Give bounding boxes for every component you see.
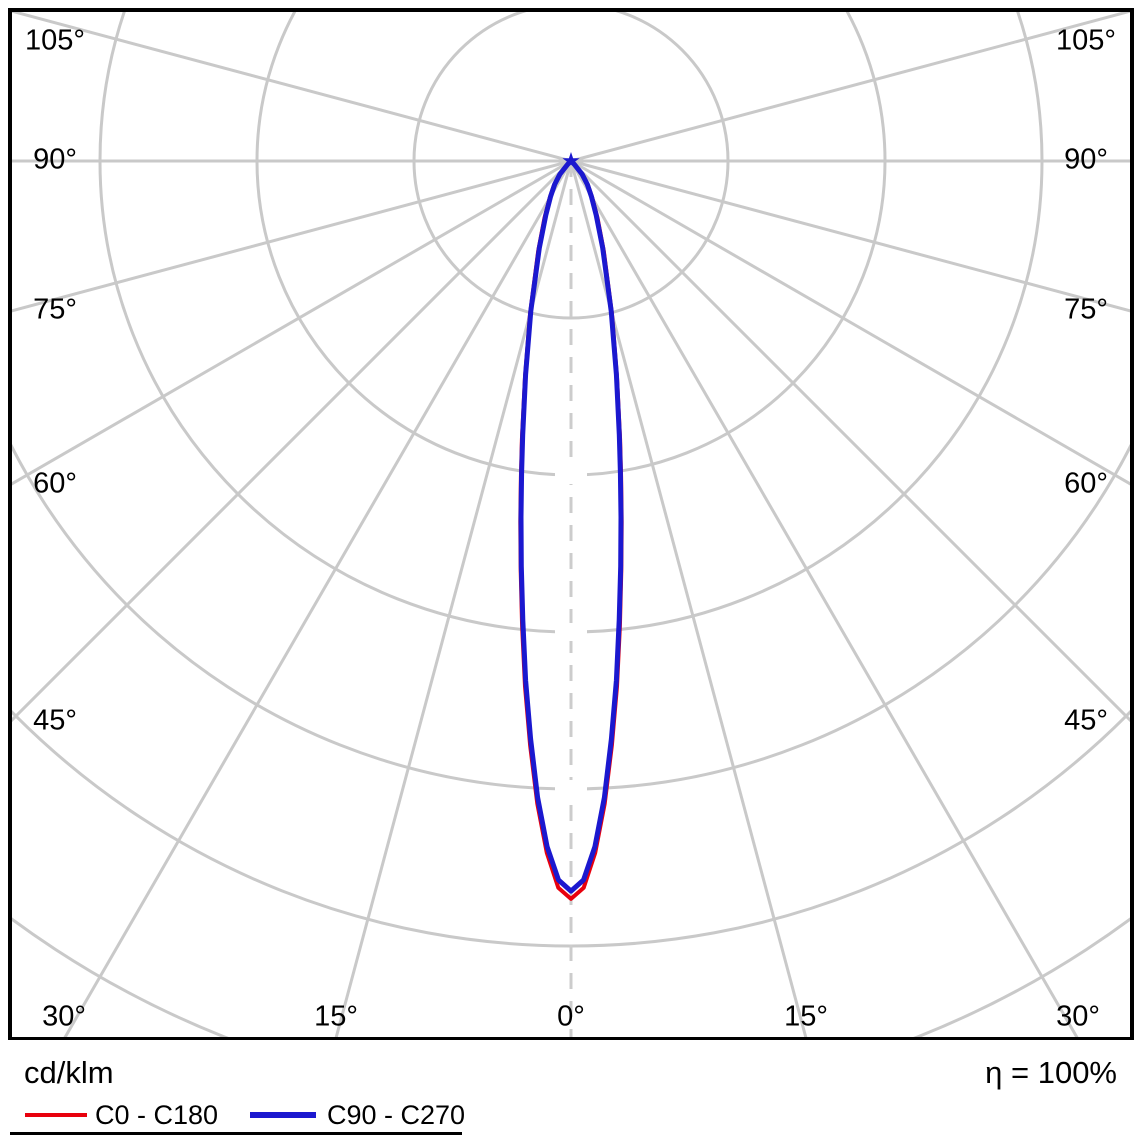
- legend-label-c0-c180: C0 - C180: [95, 1100, 219, 1130]
- angle-label: 90°: [1064, 144, 1108, 176]
- grid-radial: [12, 159, 572, 486]
- angle-label: 75°: [33, 294, 77, 326]
- grid-radial: [12, 159, 572, 313]
- ring-label-gap: [555, 780, 587, 798]
- efficiency-label: η = 100%: [985, 1055, 1117, 1090]
- polar-chart: 105° 90° 75° 60° 45° 30° 15° 0° 15° 30° 45° 60° 75° 9…: [8, 8, 1134, 1041]
- legend-line-c0-c180: [25, 1113, 87, 1117]
- angle-label: 45°: [33, 705, 77, 737]
- angle-label: 30°: [1056, 1001, 1100, 1033]
- grid-radial: [63, 160, 573, 1037]
- grid-radial: [569, 160, 1079, 1037]
- angle-label: 30°: [42, 1001, 86, 1033]
- angle-label: 15°: [784, 1001, 828, 1033]
- angle-label: 105°: [1056, 25, 1116, 57]
- ring-label-gap: [555, 623, 587, 641]
- curve-C90-C270: [518, 158, 624, 894]
- grid-radial: [569, 159, 1130, 723]
- polar-grid: [12, 12, 1130, 1037]
- grid-radial: [570, 159, 1130, 313]
- grid-radial: [569, 160, 808, 1037]
- angle-label: 75°: [1064, 294, 1108, 326]
- angle-label: 60°: [1064, 468, 1108, 500]
- angle-label: 105°: [25, 25, 85, 57]
- legend-underline: [10, 1132, 462, 1135]
- grid-radial: [570, 12, 1130, 163]
- grid-radial: [12, 159, 573, 723]
- plot-border: [8, 8, 1134, 1041]
- angle-label: 60°: [33, 468, 77, 500]
- grid-radial: [570, 159, 1130, 486]
- legend: C0 - C180 C90 - C270: [0, 1100, 1143, 1130]
- angle-label: 45°: [1064, 705, 1108, 737]
- legend-label-c90-c270: C90 - C270: [327, 1100, 466, 1130]
- chart-footer: cd/klm η = 100% C0 - C180 C90 - C270: [0, 1040, 1143, 1143]
- peak-marker-star: [562, 152, 580, 169]
- angle-label: 15°: [314, 1001, 358, 1033]
- angle-label: 0°: [557, 1001, 585, 1033]
- grid-radial: [334, 160, 573, 1037]
- angle-labels: 105° 90° 75° 60° 45° 30° 15° 0° 15° 30° 45° 60° 75° 9…: [25, 25, 1116, 1033]
- grid-radial: [12, 12, 572, 163]
- units-label: cd/klm: [24, 1055, 114, 1090]
- ring-label-gap: [555, 466, 587, 484]
- angle-label: 90°: [33, 144, 77, 176]
- legend-line-c90-c270: [250, 1112, 316, 1118]
- grid-ring: [255, 12, 887, 477]
